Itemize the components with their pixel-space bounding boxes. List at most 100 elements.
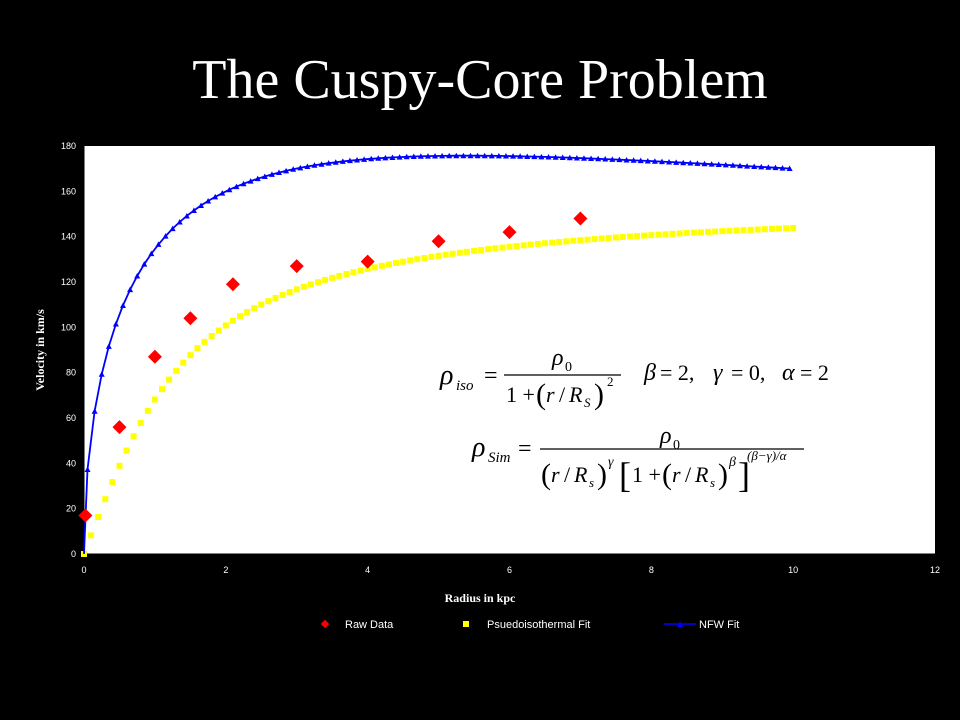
nfw-fit-point (786, 165, 793, 171)
raw-data-point (183, 311, 198, 326)
nfw-fit-point (389, 154, 396, 160)
psuedoisothermal-fit-point (428, 253, 435, 260)
nfw-fit-point (127, 286, 134, 293)
equation-simulation: ρ Sim = ρ 0 ( r / R s ) γ [ 1 + ( r / R … (471, 423, 804, 495)
legend-label-psuedoisothermal-fit: Psuedoisothermal Fit (487, 619, 590, 631)
nfw-fit-point (495, 152, 502, 159)
psuedoisothermal-fit-point (385, 261, 392, 268)
nfw-fit-point (616, 156, 623, 163)
nfw-fit-point (715, 161, 722, 168)
legend-marker-psuedoisothermal-fit (463, 621, 469, 627)
nfw-fit-point (198, 202, 205, 209)
psuedoisothermal-fit-point (591, 236, 598, 243)
nfw-fit-point (460, 152, 467, 159)
psuedoisothermal-fit-point (478, 247, 485, 254)
nfw-fit-point (722, 161, 729, 168)
psuedoisothermal-fit-point (634, 233, 641, 240)
psuedoisothermal-fit-point (159, 386, 166, 393)
nfw-fit-point (502, 153, 509, 159)
nfw-fit-point (545, 154, 552, 160)
eq2-slash-2: / (685, 462, 692, 487)
psuedoisothermal-fit-point (747, 226, 754, 233)
nfw-fit-point (517, 153, 524, 159)
psuedoisothermal-fit-point (350, 269, 357, 276)
nfw-fit-point (481, 152, 488, 159)
y-tick-label: 120 (61, 277, 76, 287)
nfw-fit-point (219, 190, 226, 196)
psuedoisothermal-fit-point (563, 238, 570, 245)
eq2-beta-power: β (728, 455, 736, 470)
eq2-r-1: r (551, 462, 560, 487)
nfw-fit-point (141, 261, 148, 267)
psuedoisothermal-fit-point (577, 237, 584, 244)
psuedoisothermal-fit-point (442, 251, 449, 258)
nfw-fit-point (651, 158, 658, 164)
psuedoisothermal-fit-point (705, 228, 712, 235)
eq2-rbracket: ] (738, 455, 750, 495)
psuedoisothermal-fit-point (378, 262, 385, 269)
nfw-fit-point (120, 302, 127, 308)
nfw-fit-point (488, 152, 495, 159)
eq2-rparen-1: ) (597, 458, 607, 491)
psuedoisothermal-fit-point (499, 244, 506, 251)
eq1-r: r (546, 382, 555, 407)
psuedoisothermal-fit-point (95, 514, 102, 521)
psuedoisothermal-fit-point (783, 225, 790, 232)
nfw-fit-point (439, 152, 446, 159)
psuedoisothermal-fit-point (123, 447, 130, 454)
psuedoisothermal-fit-point (364, 265, 371, 272)
eq1-rho: ρ (439, 360, 453, 391)
nfw-fit-point (573, 154, 580, 161)
param-alpha: α (782, 360, 795, 386)
psuedoisothermal-fit-point (549, 239, 556, 246)
psuedoisothermal-fit-point (244, 309, 251, 316)
legend-item-nfw-fit: NFW Fit (664, 619, 739, 631)
psuedoisothermal-fit-point (584, 236, 591, 243)
legend-item-raw-data: Raw Data (320, 619, 394, 631)
legend-marker-raw-data (320, 619, 330, 629)
psuedoisothermal-fit-point (371, 264, 378, 271)
psuedoisothermal-fit-point (272, 294, 279, 301)
psuedoisothermal-fit-point (719, 228, 726, 235)
psuedoisothermal-fit-point (151, 396, 158, 403)
nfw-fit-point (588, 155, 595, 161)
psuedoisothermal-fit-point (194, 345, 201, 352)
nfw-fit-point (339, 158, 346, 164)
psuedoisothermal-fit-point (300, 283, 307, 290)
nfw-fit-point (354, 156, 361, 163)
nfw-fit-point (658, 158, 665, 165)
psuedoisothermal-fit-point (556, 238, 563, 245)
psuedoisothermal-fit-point (598, 235, 605, 242)
nfw-fit-point (276, 169, 283, 176)
y-tick-label: 20 (66, 504, 76, 514)
nfw-fit-point (666, 158, 673, 165)
y-tick-label: 80 (66, 368, 76, 378)
y-tick-label: 60 (66, 413, 76, 423)
psuedoisothermal-fit-point (456, 249, 463, 256)
nfw-fit-point (779, 165, 786, 171)
psuedoisothermal-fit-point (315, 279, 322, 286)
psuedoisothermal-fit-point (754, 226, 761, 233)
psuedoisothermal-fit-point (449, 250, 456, 257)
psuedoisothermal-fit-point (265, 298, 272, 305)
slide-title: The Cuspy-Core Problem (192, 49, 768, 111)
nfw-fit-point (432, 152, 439, 159)
nfw-fit-point (212, 193, 219, 200)
series-nfw-fit (83, 152, 793, 555)
eq2-s-1: s (589, 475, 594, 490)
raw-data-point (112, 420, 127, 435)
eq1-R: R (568, 382, 583, 407)
eq2-lparen-2: ( (662, 458, 672, 491)
nfw-fit-point (637, 157, 644, 164)
psuedoisothermal-fit-point (144, 407, 151, 414)
nfw-fit-point (332, 159, 339, 165)
nfw-fit-point (510, 153, 517, 159)
nfw-fit-point (467, 152, 474, 159)
nfw-fit-point (701, 160, 708, 167)
nfw-fit-point (644, 157, 651, 164)
psuedoisothermal-fit-point (712, 228, 719, 235)
psuedoisothermal-fit-point (180, 359, 187, 366)
equation-background (434, 340, 846, 412)
raw-data-point (360, 254, 375, 269)
x-axis-title: Radius in kpc (445, 591, 516, 605)
